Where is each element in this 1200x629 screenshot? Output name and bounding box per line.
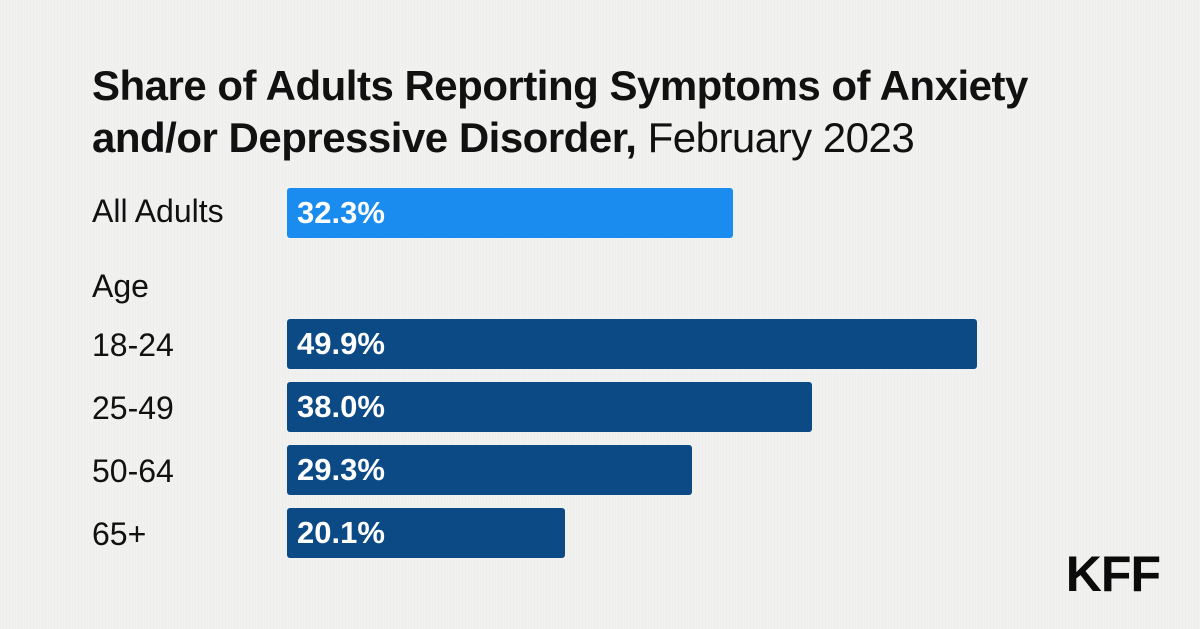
bar-all-adults: 32.3%: [287, 188, 733, 238]
category-label-25-49: 25-49: [92, 390, 174, 426]
bar-25-49: 38.0%: [287, 382, 812, 432]
category-label-18-24: 18-24: [92, 327, 174, 363]
category-label-65-plus: 65+: [92, 516, 147, 552]
bar-50-64: 29.3%: [287, 445, 692, 495]
category-label-all-adults: All Adults: [92, 193, 224, 229]
data-label-50-64: 29.3%: [297, 452, 385, 487]
bar-65-plus: 20.1%: [287, 508, 565, 558]
data-label-65-plus: 20.1%: [297, 515, 385, 550]
group-label-age: Age: [92, 268, 149, 304]
data-label-25-49: 38.0%: [297, 389, 385, 424]
chart-title: Share of Adults Reporting Symptoms of An…: [92, 60, 1152, 164]
data-label-18-24: 49.9%: [297, 326, 385, 361]
category-label-50-64: 50-64: [92, 453, 174, 489]
bar-18-24: 49.9%: [287, 319, 977, 369]
data-label-all-adults: 32.3%: [297, 195, 385, 230]
chart-title-main: Share of Adults Reporting Symptoms of An…: [92, 62, 1028, 161]
chart-title-date: February 2023: [647, 114, 915, 161]
kff-logo: KFF: [1065, 546, 1161, 602]
